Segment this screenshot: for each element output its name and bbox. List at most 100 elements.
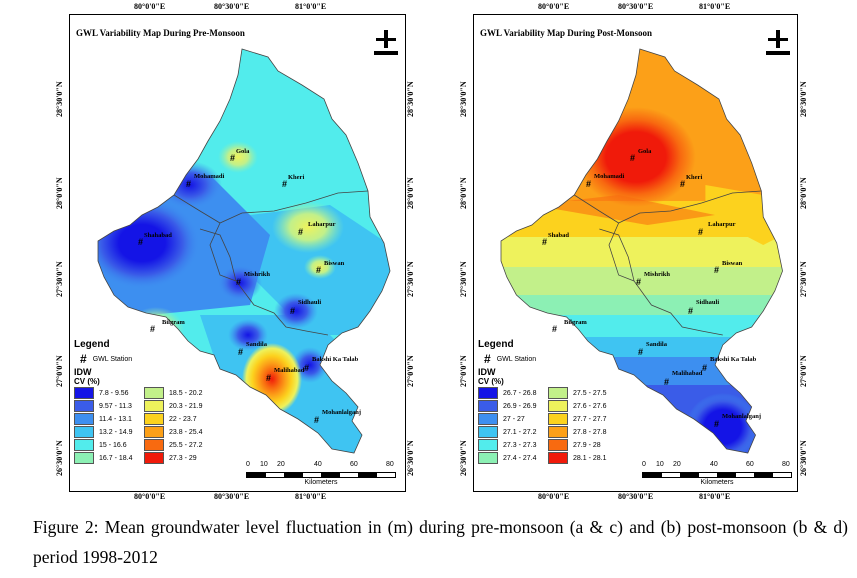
legend-class: 28.1 - 28.1 xyxy=(548,452,618,464)
legend-class-label: 22 - 23.7 xyxy=(169,415,197,423)
bottom-longitude-tick: 80°30'0"E xyxy=(618,492,654,501)
legend-title: Legend xyxy=(74,339,110,350)
station-marker: # xyxy=(150,324,156,334)
place-label: Gola xyxy=(638,148,652,155)
place-label: Gola xyxy=(236,148,250,155)
map-frame: GWL Variability Map During Post-Monsoon … xyxy=(473,14,798,492)
place-label: Biswan xyxy=(722,260,743,267)
legend-swatch xyxy=(74,439,94,451)
legend-unit-label: CV (%) xyxy=(478,377,504,386)
legend-class: 27.8 - 27.8 xyxy=(548,426,618,438)
right-latitude-tick: 27°0'0"N xyxy=(799,355,808,387)
station-marker: # xyxy=(542,237,548,247)
station-marker: # xyxy=(314,415,320,425)
legend-swatch xyxy=(548,452,568,464)
legend-class-label: 18.5 - 20.2 xyxy=(169,389,203,397)
scale-unit: Kilometers xyxy=(700,479,734,486)
legend-swatch xyxy=(144,426,164,438)
legend-class-label: 27.4 - 27.4 xyxy=(503,454,537,462)
legend-class: 27.1 - 27.2 xyxy=(478,426,548,438)
legend-class-label: 20.3 - 21.9 xyxy=(169,402,203,410)
station-marker: # xyxy=(714,419,720,429)
north-arrow-icon xyxy=(374,30,398,55)
legend-class: 25.5 - 27.2 xyxy=(144,439,214,451)
place-label: Mohanlalganj xyxy=(322,409,362,416)
legend-class: 16.7 - 18.4 xyxy=(74,452,144,464)
north-arrow-icon xyxy=(766,30,790,55)
station-marker: # xyxy=(552,324,558,334)
station-marker: # xyxy=(680,179,686,189)
legend-class: 27.6 - 27.6 xyxy=(548,400,618,412)
legend-class-label: 27 - 27 xyxy=(503,415,525,423)
place-label: Kheri xyxy=(686,174,703,181)
station-label: GWL Station xyxy=(496,355,537,363)
legend-class: 13.2 - 14.9 xyxy=(74,426,144,438)
scale-tick: 0 xyxy=(246,461,250,468)
place-label: Mishrikh xyxy=(644,271,671,278)
legend-swatch xyxy=(144,439,164,451)
station-symbol: # xyxy=(80,352,87,366)
legend-class: 11.4 - 13.1 xyxy=(74,413,144,425)
station-symbol: # xyxy=(484,352,491,366)
legend-swatch xyxy=(144,400,164,412)
legend-class-label: 11.4 - 13.1 xyxy=(99,415,132,423)
legend-class: 15 - 16.6 xyxy=(74,439,144,451)
map-title: GWL Variability Map During Post-Monsoon xyxy=(480,28,653,38)
top-longitude-tick: 80°0'0"E xyxy=(134,2,166,11)
place-label: Malihabad xyxy=(672,370,703,377)
station-marker: # xyxy=(230,153,236,163)
scale-tick: 80 xyxy=(782,461,790,468)
scale-tick: 60 xyxy=(746,461,754,468)
top-longitude-tick: 80°30'0"E xyxy=(618,2,654,11)
scale-unit: Kilometers xyxy=(304,479,338,486)
legend-class-label: 27.8 - 27.8 xyxy=(573,428,607,436)
legend-class-label: 26.7 - 26.8 xyxy=(503,389,537,397)
legend-swatch xyxy=(548,400,568,412)
legend-classes: 26.7 - 26.8 27.5 - 27.5 26.9 - 26.9 27.6… xyxy=(478,387,630,464)
legend-class: 26.7 - 26.8 xyxy=(478,387,548,399)
place-label: Malihabad xyxy=(274,367,305,374)
pre-monsoon-idw-surface xyxy=(97,48,391,454)
legend-swatch xyxy=(144,452,164,464)
scale-bar-segments xyxy=(642,472,792,478)
place-label: Biswan xyxy=(324,260,345,267)
left-latitude-tick: 28°0'0"N xyxy=(459,177,468,209)
legend-class-label: 27.9 - 28 xyxy=(573,441,601,449)
legend-swatch xyxy=(478,387,498,399)
place-label: Sidhauli xyxy=(298,299,322,306)
place-label: Shahabad xyxy=(144,232,172,239)
left-latitude-tick: 28°0'0"N xyxy=(55,177,64,209)
legend-swatch xyxy=(74,426,94,438)
right-latitude-tick: 28°30'0"N xyxy=(406,81,415,117)
station-marker: # xyxy=(638,347,644,357)
station-marker: # xyxy=(586,179,592,189)
legend-class: 27.5 - 27.5 xyxy=(548,387,618,399)
right-latitude-tick: 26°30'0"N xyxy=(799,440,808,476)
legend-class-label: 7.8 - 9.56 xyxy=(99,389,129,397)
post-monsoon-map-panel: 80°0'0"E 80°30'0"E 81°0'0"E 28°30'0"N 28… xyxy=(459,2,810,501)
legend-class: 27.7 - 27.7 xyxy=(548,413,618,425)
legend-class: 9.57 - 11.3 xyxy=(74,400,144,412)
station-marker: # xyxy=(316,265,322,275)
scale-tick-labels: 0 10 20 40 60 80 xyxy=(246,461,396,471)
legend-unit-label: CV (%) xyxy=(74,377,100,386)
station-marker: # xyxy=(630,153,636,163)
legend-swatch xyxy=(478,452,498,464)
pre-monsoon-map-panel: 80°0'0"E 80°30'0"E 81°0'0"E 28°30'0"N 28… xyxy=(55,2,415,501)
bottom-longitude-tick: 80°30'0"E xyxy=(214,492,250,501)
legend-class-label: 27.7 - 27.7 xyxy=(573,415,607,423)
left-latitude-tick: 27°30'0"N xyxy=(55,261,64,297)
left-latitude-tick: 27°0'0"N xyxy=(55,355,64,387)
place-label: Sidhauli xyxy=(696,299,720,306)
scale-tick: 20 xyxy=(277,461,285,468)
legend-class: 27 - 27 xyxy=(478,413,548,425)
station-marker: # xyxy=(186,179,192,189)
scale-tick: 20 xyxy=(673,461,681,468)
legend-class: 22 - 23.7 xyxy=(144,413,214,425)
place-label: Bakshi Ka Talab xyxy=(312,356,359,363)
right-latitude-tick: 28°0'0"N xyxy=(799,177,808,209)
legend-title: Legend xyxy=(478,339,514,350)
legend-station-entry: # GWL Station xyxy=(478,352,630,366)
place-label: Bilgram xyxy=(162,319,185,326)
right-latitude-tick: 28°0'0"N xyxy=(406,177,415,209)
